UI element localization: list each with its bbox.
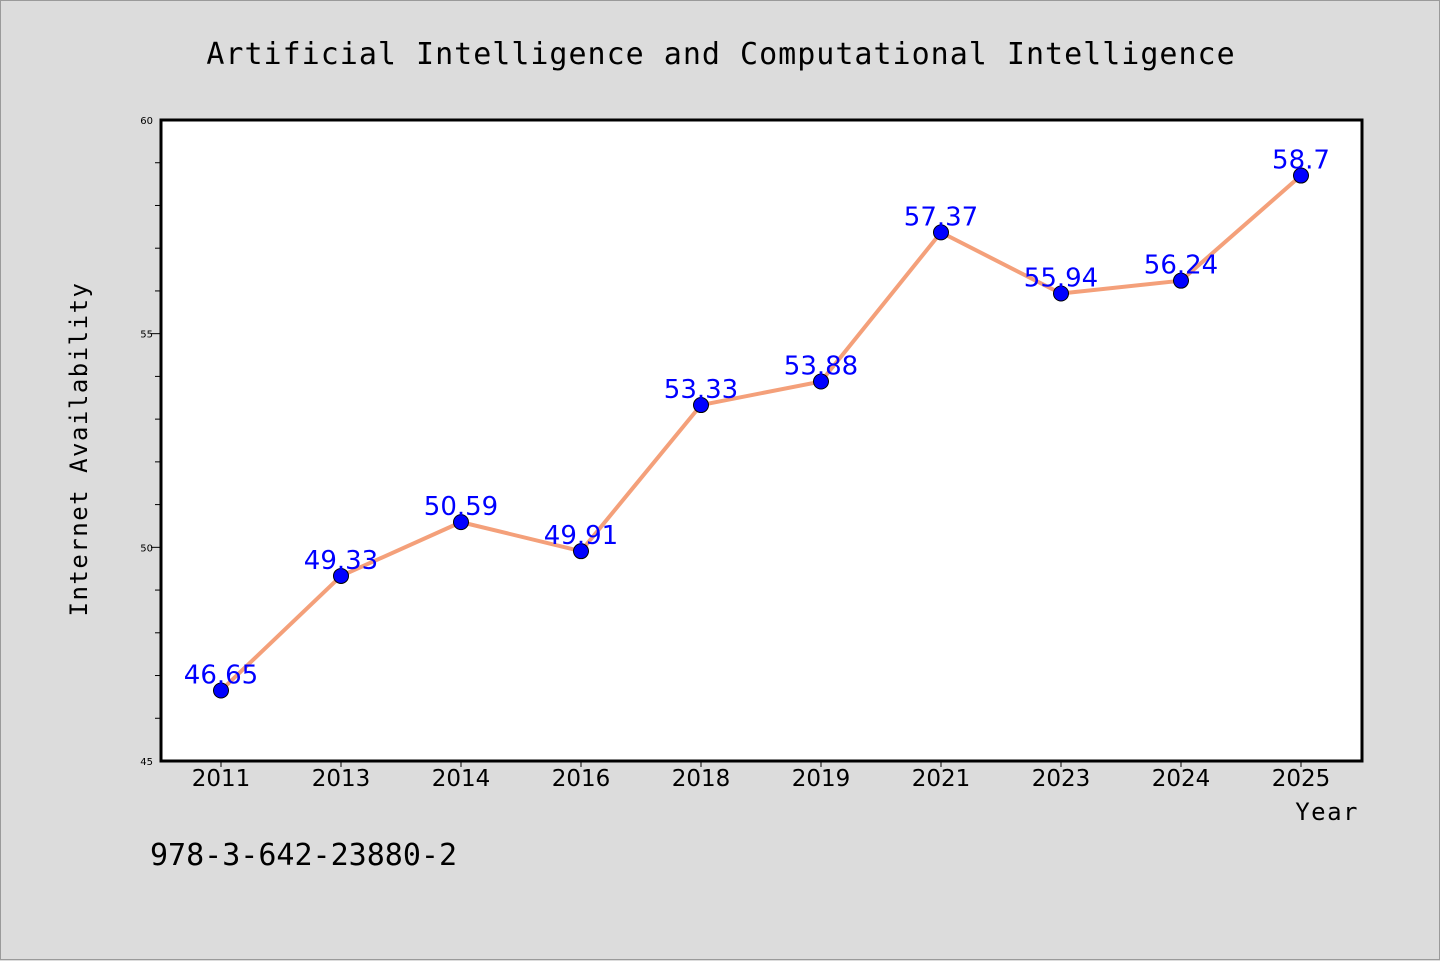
data-label-2018: 53.33 [664,375,738,405]
data-point-2014 [453,514,469,531]
data-point-2023 [1053,285,1069,302]
marker-group [213,167,1309,699]
data-point-2024 [1173,272,1189,289]
x-tick-label: 2023 [1032,766,1091,792]
data-point-2011 [213,682,229,699]
series-line-group [219,173,1303,693]
data-label-2021: 57.37 [904,202,978,232]
y-tick-label: 55 [140,330,153,341]
x-tick-label: 2024 [1152,766,1211,792]
data-label-group: 46.65 49.33 50.59 49.91 53.33 53.88 57.37 55.94… [184,146,1330,691]
series-line [219,173,1303,693]
isbn-text: 978-3-642-23880-2 [150,838,457,873]
x-tick-label: 2018 [672,766,731,792]
x-tick-label: 2011 [192,766,251,792]
data-label-2023: 55.94 [1024,263,1098,293]
data-point-2016 [573,543,589,560]
x-tick-label: 2019 [792,766,851,792]
data-point-2018 [693,397,709,414]
data-point-2019 [813,373,829,390]
x-tick-label: 2014 [432,766,491,792]
x-tick-label: 2021 [912,766,971,792]
data-point-2021 [933,224,949,241]
y-axis: 45 50 55 60 [140,116,161,768]
data-label-2011: 46.65 [184,660,258,690]
x-tick-label: 2025 [1272,766,1331,792]
y-tick-label: 60 [140,116,153,127]
data-label-2019: 53.88 [784,352,858,382]
y-tick-label: 45 [140,757,153,768]
chart-title: Artificial Intelligence and Computationa… [206,37,1235,72]
plot-area [159,118,1364,763]
data-label-2016: 49.91 [544,521,618,551]
data-label-2024: 56.24 [1144,251,1218,281]
data-label-2013: 49.33 [304,546,378,576]
y-tick-label: 50 [140,543,153,554]
x-axis: 2011 2013 2014 2016 2018 2019 2021 2023 2024 2025 [192,761,1331,792]
y-axis-title: Internet Availability [65,282,93,617]
data-point-2013 [333,567,349,584]
x-axis-title: Year [1295,798,1359,826]
x-tick-label: 2016 [552,766,611,792]
data-point-2025 [1293,167,1309,184]
x-tick-label: 2013 [312,766,371,792]
data-label-2014: 50.59 [424,492,498,522]
data-label-2025: 58.7 [1272,146,1330,176]
